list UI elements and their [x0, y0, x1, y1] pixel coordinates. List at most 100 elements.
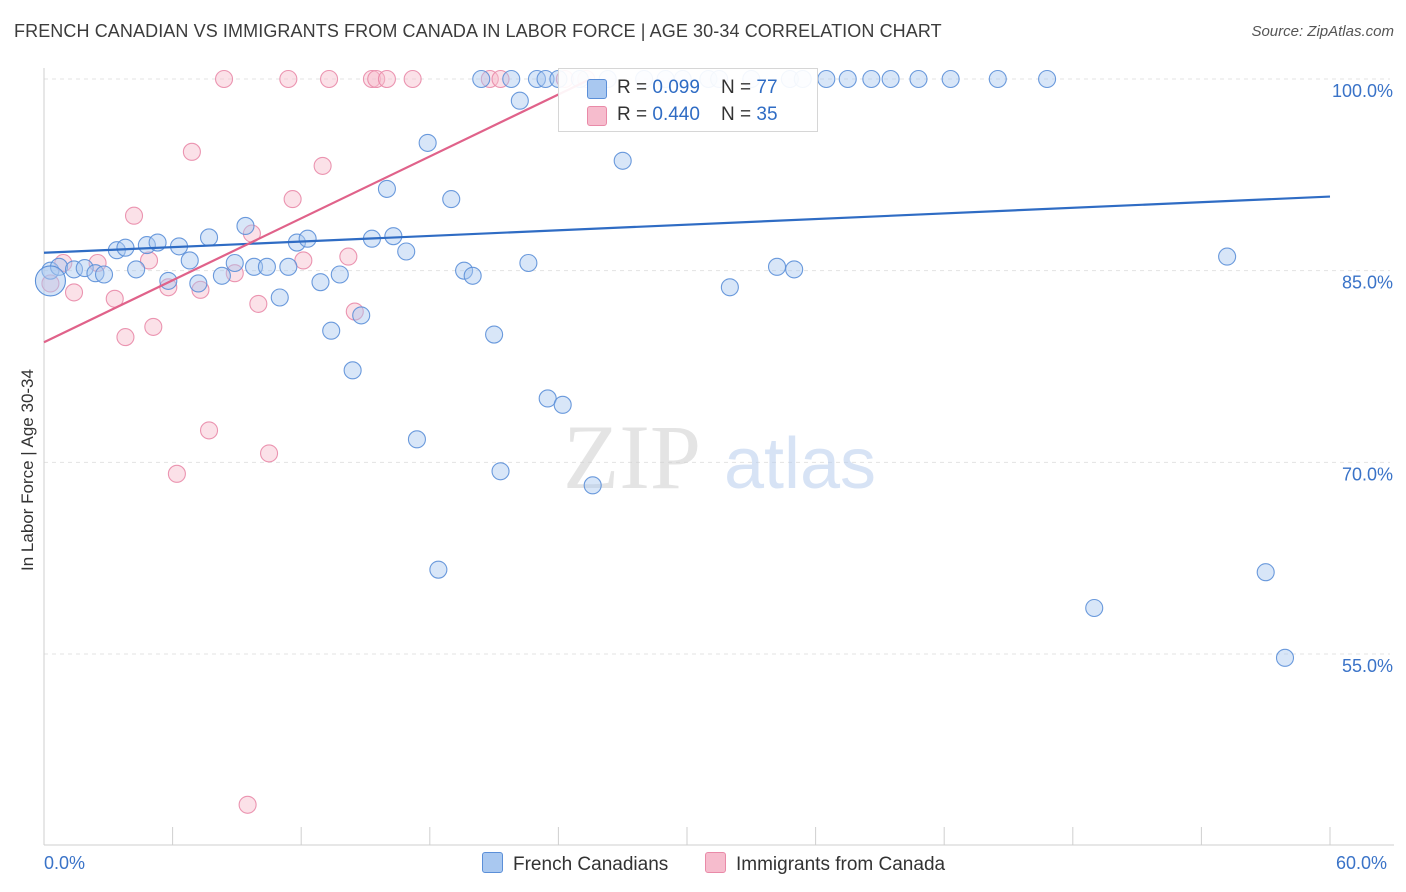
legend-r-french: 0.099: [652, 77, 700, 98]
point-french: [236, 216, 255, 235]
trend-line-french: [43, 195, 1331, 254]
point-immigrants: [139, 251, 159, 270]
point-french: [1218, 247, 1237, 266]
grid-lines: [44, 78, 1390, 655]
point-french: [767, 257, 787, 276]
point-immigrants: [403, 69, 422, 89]
point-immigrants: [144, 317, 163, 336]
point-immigrants: [64, 283, 84, 302]
point-french: [397, 242, 416, 261]
point-french: [941, 69, 960, 89]
point-french: [199, 228, 219, 247]
watermark: ZIP atlas: [563, 406, 876, 508]
point-french: [502, 69, 521, 89]
y-tick-label: 100.0%: [1332, 81, 1393, 101]
point-immigrants: [339, 247, 358, 266]
bottom-legend-swatch-immigrants: [705, 852, 726, 873]
point-french: [429, 560, 448, 579]
bottom-legend-label-immigrants: Immigrants from Canada: [736, 854, 946, 875]
point-immigrants: [491, 69, 510, 89]
point-french: [583, 476, 602, 495]
bottom-legend-label-french: French Canadians: [513, 854, 669, 875]
point-immigrants: [320, 69, 339, 89]
x-tick-label-max: 60.0%: [1336, 853, 1388, 873]
point-immigrants: [124, 206, 144, 225]
bottom-legend-french: French Canadians: [482, 852, 668, 876]
point-french: [988, 69, 1007, 89]
point-immigrants: [238, 795, 257, 814]
point-french: [352, 306, 371, 325]
y-axis-label: In Labor Force | Age 30-34: [18, 369, 37, 571]
point-french: [553, 395, 572, 414]
point-immigrants: [182, 142, 201, 161]
legend-swatch-immigrants: [587, 106, 607, 126]
point-french: [180, 251, 199, 270]
legend-n-french: 77: [756, 77, 778, 98]
point-french: [1085, 598, 1104, 618]
legend-r-label: R =: [617, 104, 653, 125]
point-french: [94, 265, 114, 284]
x-tick-label-min: 0.0%: [44, 853, 86, 873]
legend-r-immigrants: 0.440: [652, 104, 700, 125]
point-french: [491, 462, 510, 481]
point-french: [322, 321, 341, 340]
point-french: [1256, 563, 1275, 582]
point-french: [407, 430, 426, 449]
watermark-atlas: atlas: [724, 424, 876, 504]
point-french-cluster: [34, 265, 66, 297]
point-immigrants: [362, 69, 381, 89]
point-french: [1275, 648, 1295, 667]
bottom-legend-swatch-french: [482, 852, 503, 873]
point-french: [463, 266, 482, 285]
point-french: [116, 238, 135, 257]
bottom-legend-immigrants: Immigrants from Canada: [705, 852, 945, 876]
point-french: [418, 133, 437, 152]
point-french: [225, 253, 244, 273]
point-french: [377, 179, 396, 198]
y-tick-label: 70.0%: [1342, 464, 1393, 484]
point-french: [909, 69, 928, 89]
point-french: [127, 260, 146, 279]
point-french: [838, 69, 857, 89]
point-french: [311, 273, 330, 292]
point-french: [270, 288, 289, 307]
point-immigrants: [279, 69, 298, 89]
point-immigrants: [249, 294, 268, 313]
point-french: [817, 69, 836, 89]
series-immigrants-points: [41, 69, 596, 814]
point-immigrants: [214, 69, 234, 89]
point-french: [881, 69, 900, 89]
legend-n-label: N =: [721, 77, 757, 98]
point-french: [442, 190, 461, 209]
point-immigrants: [283, 190, 302, 209]
legend-swatch-french: [587, 79, 607, 99]
legend: R = 0.099 N = 77 R = 0.440 N = 35: [558, 68, 818, 132]
point-french: [244, 257, 264, 276]
point-immigrants: [116, 328, 135, 347]
point-french: [189, 274, 208, 293]
point-french: [862, 69, 881, 89]
point-immigrants: [199, 421, 219, 440]
watermark-zip: ZIP: [563, 406, 701, 508]
point-immigrants: [377, 69, 396, 89]
point-french: [159, 271, 178, 290]
point-french: [455, 261, 474, 280]
point-immigrants: [294, 251, 313, 270]
point-immigrants: [367, 69, 386, 89]
point-french: [75, 259, 94, 278]
legend-n-label: N =: [721, 104, 757, 125]
point-immigrants: [167, 464, 186, 483]
point-french: [613, 151, 632, 170]
point-french: [330, 265, 349, 284]
legend-n-immigrants: 35: [756, 104, 778, 125]
y-tick-label: 55.0%: [1342, 656, 1393, 676]
series-french-points: [34, 69, 1295, 667]
axes: [43, 68, 1394, 846]
point-french: [343, 361, 362, 380]
legend-r-label: R =: [617, 77, 653, 98]
point-french: [720, 278, 739, 297]
point-french: [519, 253, 538, 273]
tick-labels: 100.0% 85.0% 70.0% 55.0%: [1332, 81, 1393, 676]
chart-title: FRENCH CANADIAN VS IMMIGRANTS FROM CANAD…: [14, 21, 942, 41]
